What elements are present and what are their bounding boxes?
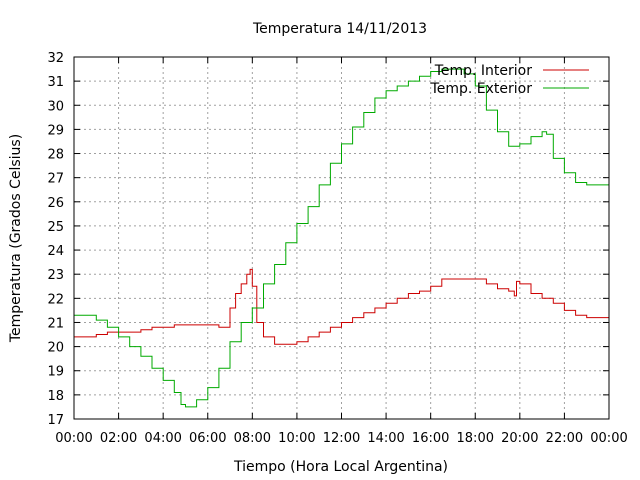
x-tick-label: 12:00 <box>323 431 360 446</box>
y-axis-label: Temperatura (Grados Celsius) <box>8 134 24 343</box>
legend-label: Temp. Exterior <box>430 81 533 97</box>
x-tick-label: 08:00 <box>234 431 271 446</box>
x-tick-label: 06:00 <box>189 431 226 446</box>
y-tick-label: 31 <box>47 75 64 90</box>
x-tick-label: 20:00 <box>501 431 538 446</box>
plot-frame <box>73 56 610 420</box>
x-tick-label: 04:00 <box>144 431 181 446</box>
x-axis-label: Tiempo (Hora Local Argentina) <box>233 459 448 475</box>
x-tick-label: 22:00 <box>546 431 583 446</box>
x-tick-label: 10:00 <box>278 431 315 446</box>
y-tick-label: 27 <box>47 172 64 187</box>
x-tick-label: 14:00 <box>367 431 404 446</box>
axis-ticks: 17 18 19 20 21 22 23 24 25 26 27 28 29 30 31 32 00:00 02:… <box>47 51 627 446</box>
y-tick-label: 25 <box>47 220 64 235</box>
y-tick-label: 18 <box>47 389 64 404</box>
grid <box>74 57 609 419</box>
series-line-exterior <box>74 68 610 408</box>
legend-label: Temp. Interior <box>434 63 533 79</box>
legend: Temp. Interior Temp. Exterior <box>430 63 589 97</box>
y-tick-label: 24 <box>47 244 64 259</box>
y-tick-label: 21 <box>47 316 64 331</box>
y-tick-label: 26 <box>47 196 64 211</box>
y-tick-label: 32 <box>47 51 64 66</box>
y-tick-label: 30 <box>47 99 64 114</box>
y-tick-label: 28 <box>47 148 64 163</box>
x-tick-label: 16:00 <box>412 431 449 446</box>
y-tick-label: 17 <box>47 413 64 428</box>
series-group <box>74 68 610 408</box>
series-line-interior <box>74 268 610 345</box>
x-tick-label: 18:00 <box>457 431 494 446</box>
chart-title: Temperatura 14/11/2013 <box>252 21 427 37</box>
x-tick-label: 00:00 <box>55 431 92 446</box>
y-tick-label: 22 <box>47 292 64 307</box>
y-tick-label: 23 <box>47 268 64 283</box>
x-tick-label: 02:00 <box>100 431 137 446</box>
y-tick-label: 29 <box>47 123 64 138</box>
y-tick-label: 19 <box>47 365 64 380</box>
x-tick-label: 00:00 <box>590 431 627 446</box>
y-tick-label: 20 <box>47 341 64 356</box>
